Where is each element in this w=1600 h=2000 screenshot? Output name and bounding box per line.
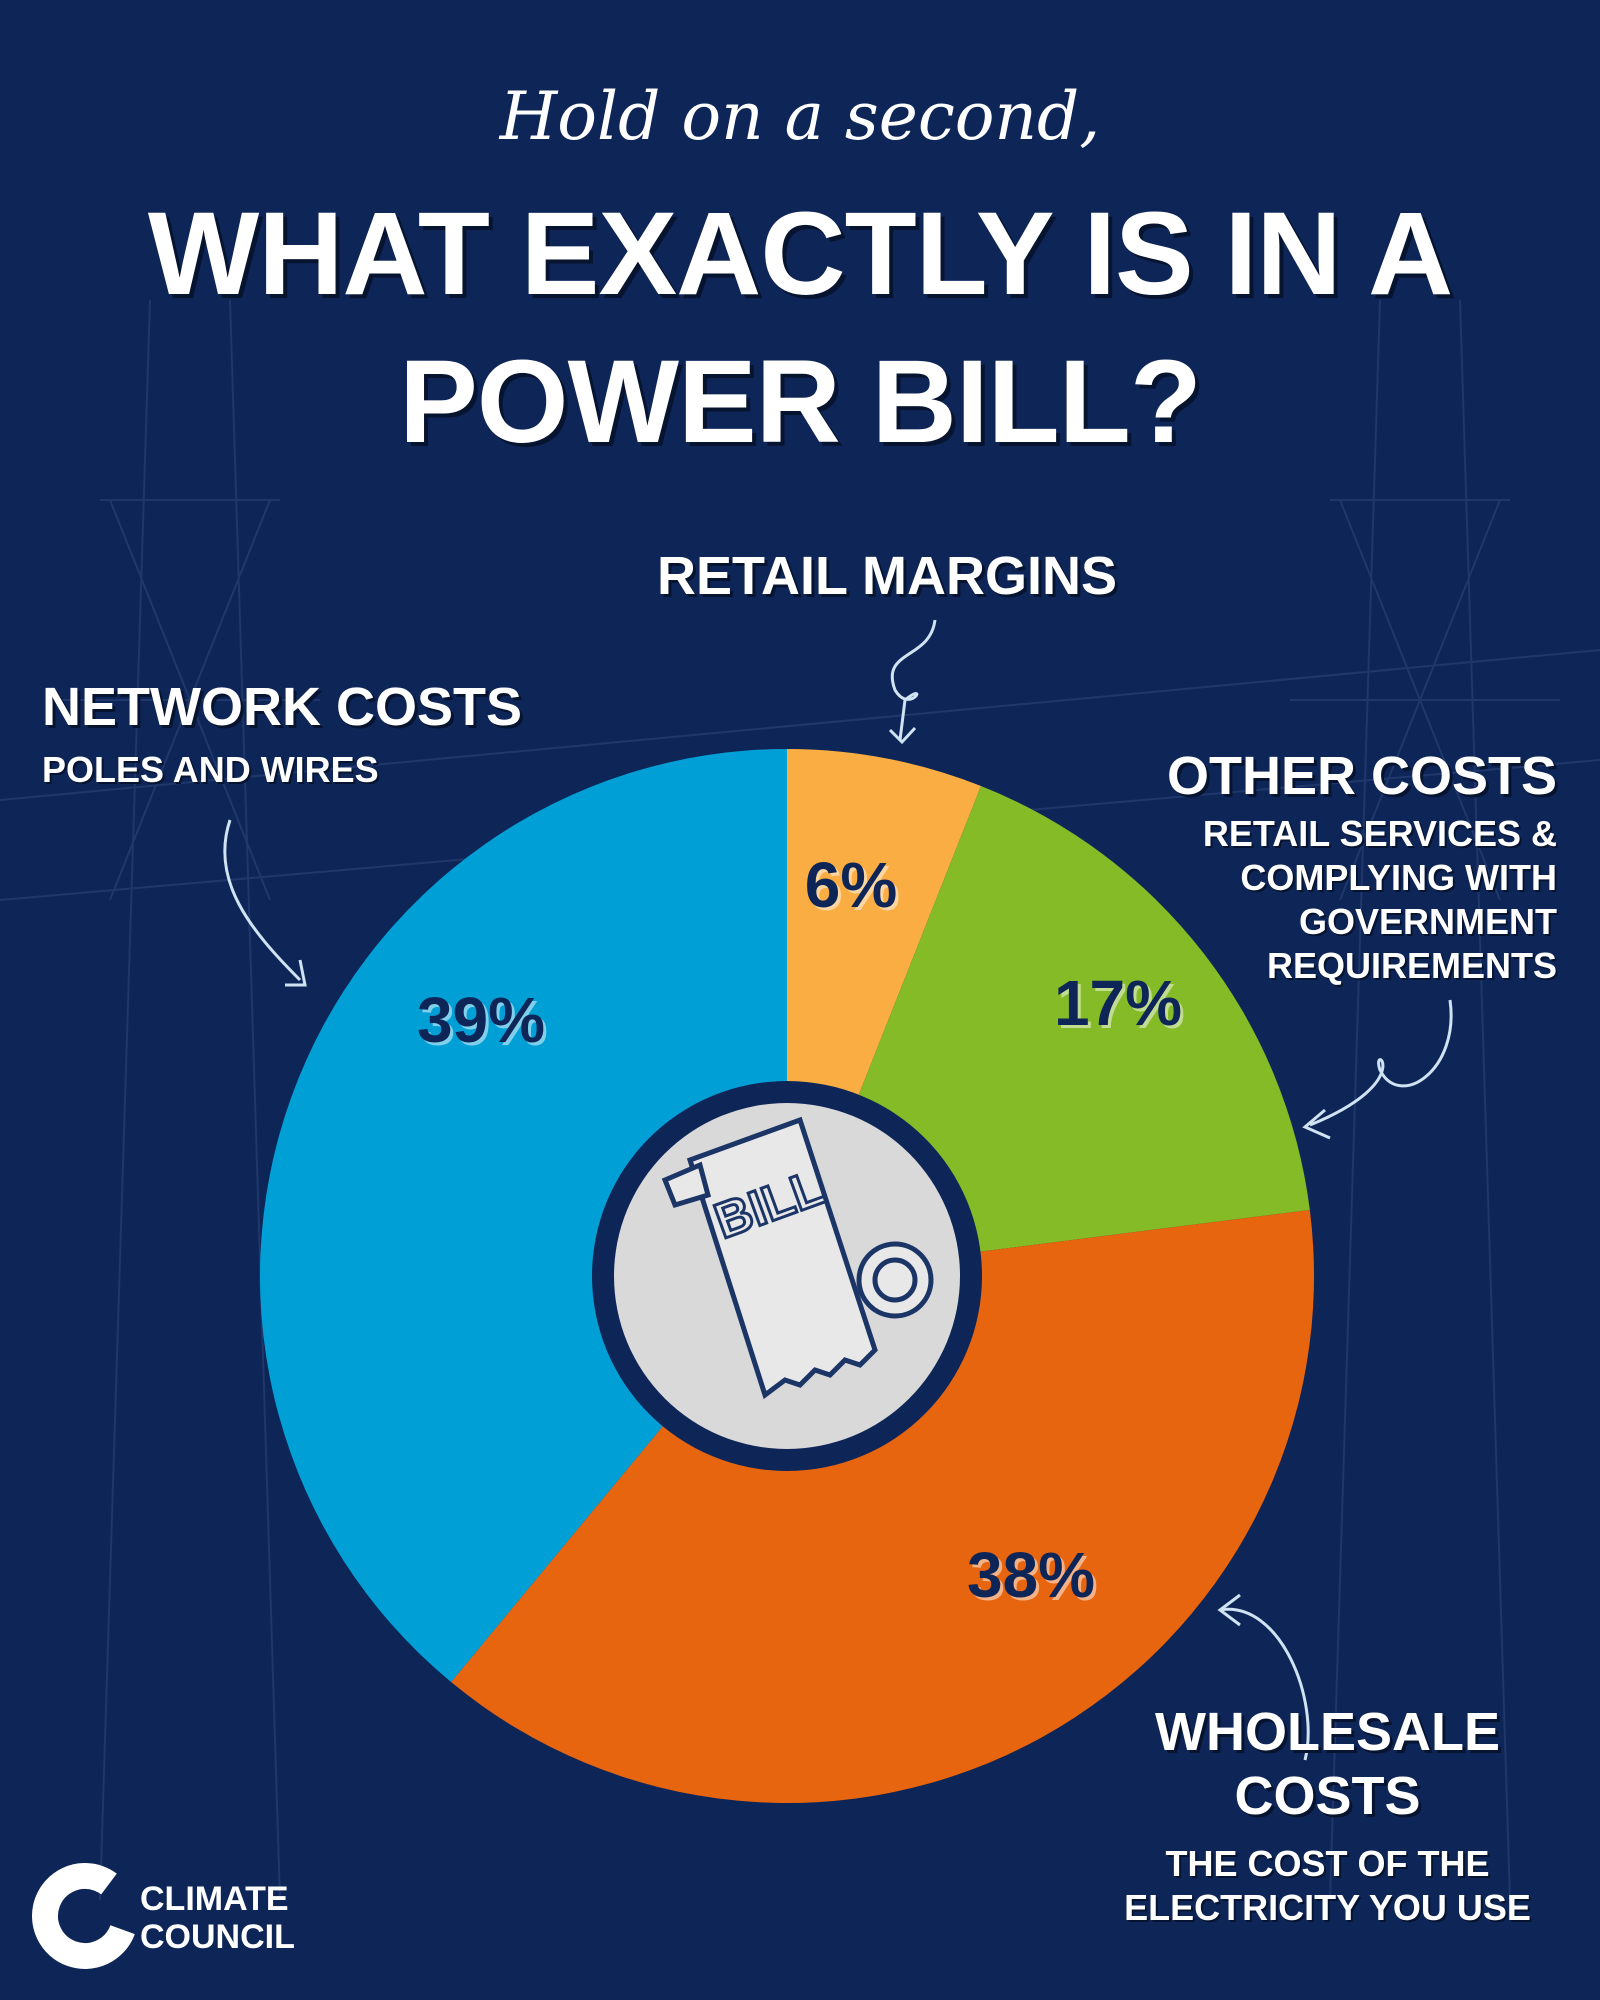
value-label: 17% [1054,967,1182,1039]
pie-slice [260,749,787,1683]
logo: CLIMATE COUNCIL [140,1880,295,1956]
logo-mark [32,1863,138,1969]
value-label: 38% [967,1539,1095,1611]
category-label: RETAIL MARGINS [656,546,1117,606]
category-description: RETAIL SERVICES & COMPLYING WITH GOVERNM… [1202,813,1557,986]
pie [260,749,1315,1803]
category-label: OTHER COSTS [1166,746,1557,806]
arrows [223,619,1453,1761]
category-label: NETWORK COSTS [42,677,522,737]
title: WHAT EXACTLY IS IN A POWER BILL? [147,188,1453,468]
value-label: 6% [805,849,898,921]
category-description: POLES AND WIRES [42,749,379,790]
category-label: WHOLESALE COSTS [1155,1702,1500,1826]
bill-icon [661,1116,934,1400]
category-description: THE COST OF THE ELECTRICITY YOU USE [1124,1843,1531,1928]
subtitle: Hold on a second, [499,78,1101,155]
value-label: 39% [417,984,545,1056]
pie-slice [451,1209,1315,1803]
